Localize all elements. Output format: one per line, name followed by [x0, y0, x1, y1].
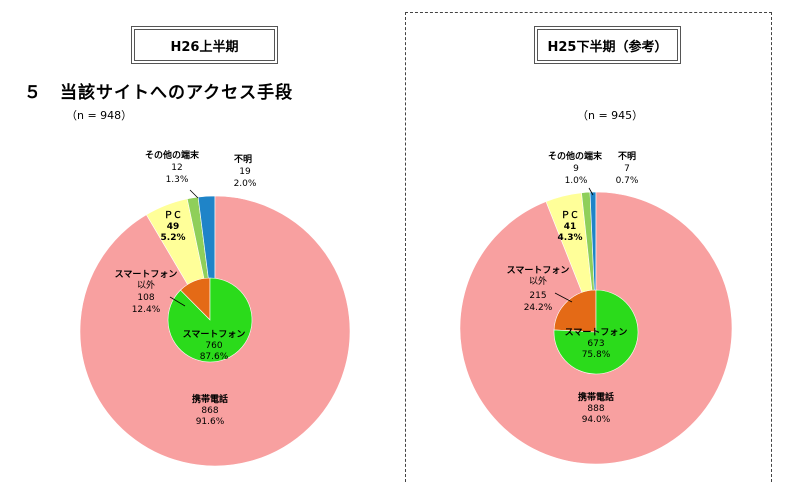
slice-label-name: 携帯電話 [578, 391, 614, 403]
slice-label-pct: 4.3% [558, 233, 583, 243]
slice-label-count: 868 [201, 406, 218, 416]
inner-label-name: スマートフォン [183, 329, 246, 340]
slice-label-name: 不明 [618, 151, 636, 162]
slice-label-name: ＰＣ [164, 210, 182, 221]
slice-label-name: その他の端末 [548, 150, 603, 162]
inner-label-name_line1: スマートフォン [507, 265, 570, 276]
leader-line-0-0 [189, 189, 199, 199]
slice-label-count: 9 [573, 164, 579, 174]
inner-label-pct: 24.2% [524, 303, 553, 313]
slice-label-count: 12 [171, 163, 182, 173]
inner-label-count: 760 [205, 341, 222, 351]
slice-label-pct: 94.0% [582, 415, 611, 425]
leader-line-0-1 [169, 296, 186, 307]
inner-label-name_line2: 以外 [529, 275, 547, 287]
slice-label-name: 携帯電話 [192, 393, 228, 405]
inner-label-pct: 12.4% [132, 305, 161, 315]
inner-slice-0-0 [167, 277, 253, 363]
inner-label-name: スマートフォン [565, 327, 628, 338]
section-title: ５ 当該サイトへのアクセス手段 [24, 83, 294, 103]
leader-line-1-0 [588, 187, 594, 196]
slice-label-count: 888 [587, 404, 604, 414]
inner-slice-1-0 [553, 289, 639, 375]
slice-label-pct: 1.3% [166, 175, 189, 185]
period-box-left: H26上半期 [131, 26, 278, 64]
slice-label-name: ＰＣ [561, 210, 579, 221]
inner-label-count: 215 [529, 291, 546, 301]
slice-label-count: 19 [239, 167, 251, 177]
slice-label-count: 41 [564, 222, 577, 232]
period-label-right: H25下半期（参考） [537, 29, 678, 61]
inner-label-pct: 75.8% [582, 350, 611, 360]
slice-label-name: 不明 [234, 154, 252, 165]
slice-label-name: その他の端末 [145, 149, 200, 161]
leader-line-1-1 [554, 292, 573, 303]
reference-frame [405, 12, 772, 482]
slice-label-pct: 1.0% [565, 176, 588, 186]
inner-slice-1-1 [553, 289, 597, 333]
slice-label-count: 7 [624, 164, 630, 174]
inner-label-pct: 87.6% [200, 352, 229, 362]
slice-label-pct: 0.7% [616, 176, 639, 186]
n-label-right: （n = 945） [577, 109, 644, 122]
slice-label-pct: 91.6% [196, 417, 225, 427]
period-box-right: H25下半期（参考） [534, 26, 681, 64]
period-label-left: H26上半期 [134, 29, 275, 61]
inner-label-count: 108 [137, 293, 154, 303]
slice-label-pct: 5.2% [161, 233, 186, 243]
slice-label-count: 49 [167, 222, 180, 232]
inner-label-name_line2: 以外 [137, 279, 155, 291]
slice-label-pct: 2.0% [234, 179, 257, 189]
inner-label-name_line1: スマートフォン [115, 269, 178, 280]
inner-label-count: 673 [587, 339, 604, 349]
n-label-left: （n = 948） [66, 109, 133, 122]
